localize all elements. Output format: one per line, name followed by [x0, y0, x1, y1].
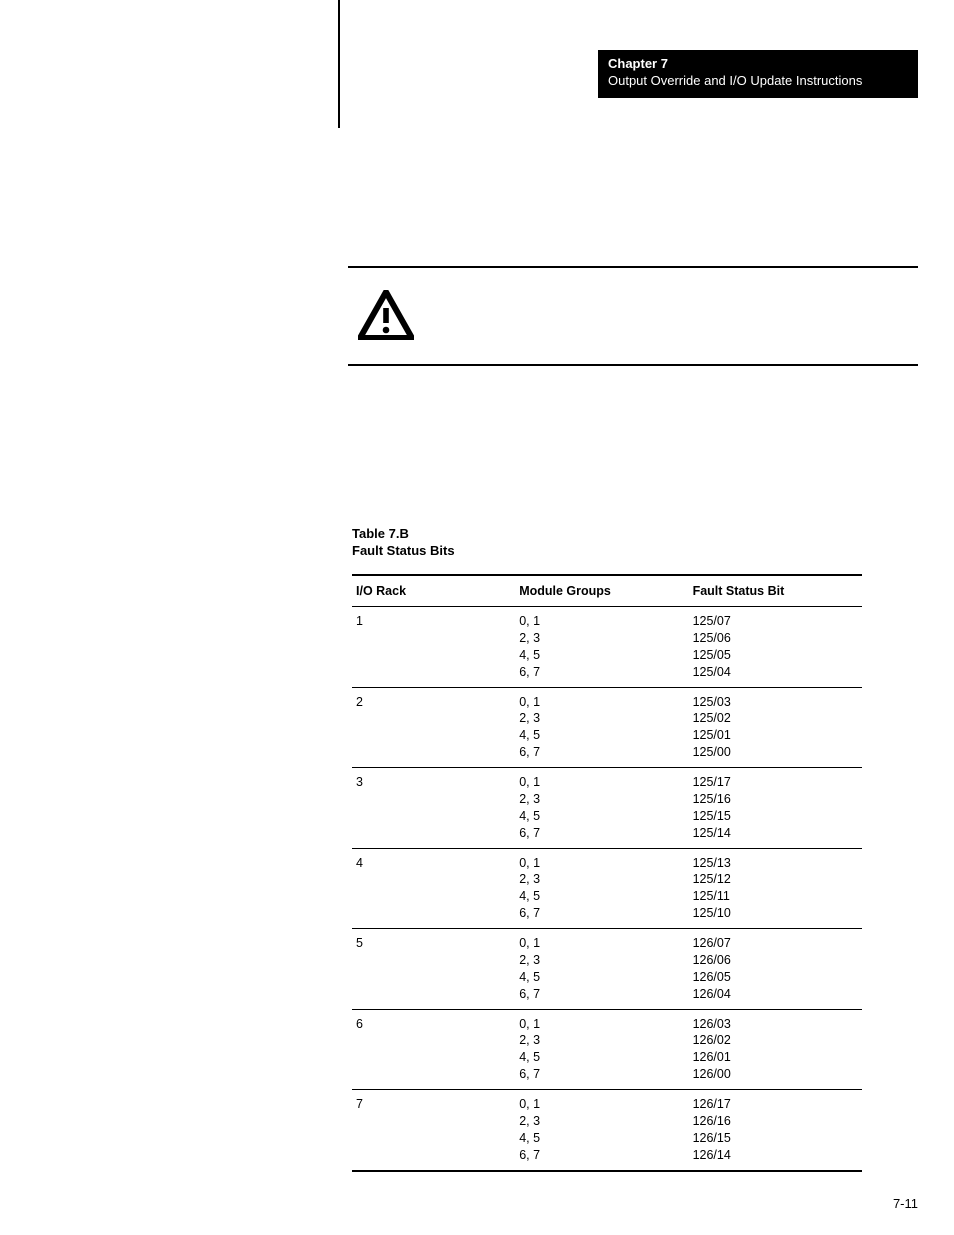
fault-status-table: I/O Rack Module Groups Fault Status Bit …: [352, 574, 862, 1172]
table-row: 5 0, 1 2, 3 4, 5 6, 7 126/07 126/06 126/…: [352, 929, 862, 1010]
cell-module-groups: 0, 1 2, 3 4, 5 6, 7: [515, 1090, 688, 1171]
cell-fault-status-bit: 126/03 126/02 126/01 126/00: [689, 1009, 862, 1090]
cell-fault-status-bit: 125/07 125/06 125/05 125/04: [689, 607, 862, 688]
cell-module-groups: 0, 1 2, 3 4, 5 6, 7: [515, 687, 688, 768]
col-header-fault-status-bit: Fault Status Bit: [689, 575, 862, 607]
caution-top-rule: [348, 266, 918, 268]
table-row: 4 0, 1 2, 3 4, 5 6, 7 125/13 125/12 125/…: [352, 848, 862, 929]
cell-rack: 3: [352, 768, 515, 849]
cell-rack: 2: [352, 687, 515, 768]
cell-rack: 4: [352, 848, 515, 929]
page-number: 7-11: [893, 1196, 918, 1211]
cell-rack: 5: [352, 929, 515, 1010]
table-row: 2 0, 1 2, 3 4, 5 6, 7 125/03 125/02 125/…: [352, 687, 862, 768]
table-row: 3 0, 1 2, 3 4, 5 6, 7 125/17 125/16 125/…: [352, 768, 862, 849]
cell-module-groups: 0, 1 2, 3 4, 5 6, 7: [515, 607, 688, 688]
cell-rack: 6: [352, 1009, 515, 1090]
cell-module-groups: 0, 1 2, 3 4, 5 6, 7: [515, 848, 688, 929]
chapter-number: Chapter 7: [608, 56, 908, 73]
cell-fault-status-bit: 126/17 126/16 126/15 126/14: [689, 1090, 862, 1171]
table-caption: Table 7.B Fault Status Bits: [352, 526, 455, 560]
table-title-text: Fault Status Bits: [352, 543, 455, 558]
page: Chapter 7 Output Override and I/O Update…: [0, 0, 954, 1235]
caution-triangle-icon: [358, 290, 414, 340]
col-header-module-groups: Module Groups: [515, 575, 688, 607]
table-header-row: I/O Rack Module Groups Fault Status Bit: [352, 575, 862, 607]
cell-fault-status-bit: 125/13 125/12 125/11 125/10: [689, 848, 862, 929]
table-label: Table 7.B: [352, 526, 409, 541]
col-header-rack: I/O Rack: [352, 575, 515, 607]
table-row: 1 0, 1 2, 3 4, 5 6, 7 125/07 125/06 125/…: [352, 607, 862, 688]
cell-module-groups: 0, 1 2, 3 4, 5 6, 7: [515, 768, 688, 849]
cell-rack: 1: [352, 607, 515, 688]
table-row: 7 0, 1 2, 3 4, 5 6, 7 126/17 126/16 126/…: [352, 1090, 862, 1171]
cell-fault-status-bit: 125/03 125/02 125/01 125/00: [689, 687, 862, 768]
cell-fault-status-bit: 125/17 125/16 125/15 125/14: [689, 768, 862, 849]
cell-rack: 7: [352, 1090, 515, 1171]
cell-fault-status-bit: 126/07 126/06 126/05 126/04: [689, 929, 862, 1010]
table-row: 6 0, 1 2, 3 4, 5 6, 7 126/03 126/02 126/…: [352, 1009, 862, 1090]
left-margin-rule: [338, 0, 340, 128]
cell-module-groups: 0, 1 2, 3 4, 5 6, 7: [515, 929, 688, 1010]
chapter-header: Chapter 7 Output Override and I/O Update…: [598, 50, 918, 98]
caution-bottom-rule: [348, 364, 918, 366]
chapter-title: Output Override and I/O Update Instructi…: [608, 73, 908, 90]
cell-module-groups: 0, 1 2, 3 4, 5 6, 7: [515, 1009, 688, 1090]
table-body: 1 0, 1 2, 3 4, 5 6, 7 125/07 125/06 125/…: [352, 607, 862, 1171]
